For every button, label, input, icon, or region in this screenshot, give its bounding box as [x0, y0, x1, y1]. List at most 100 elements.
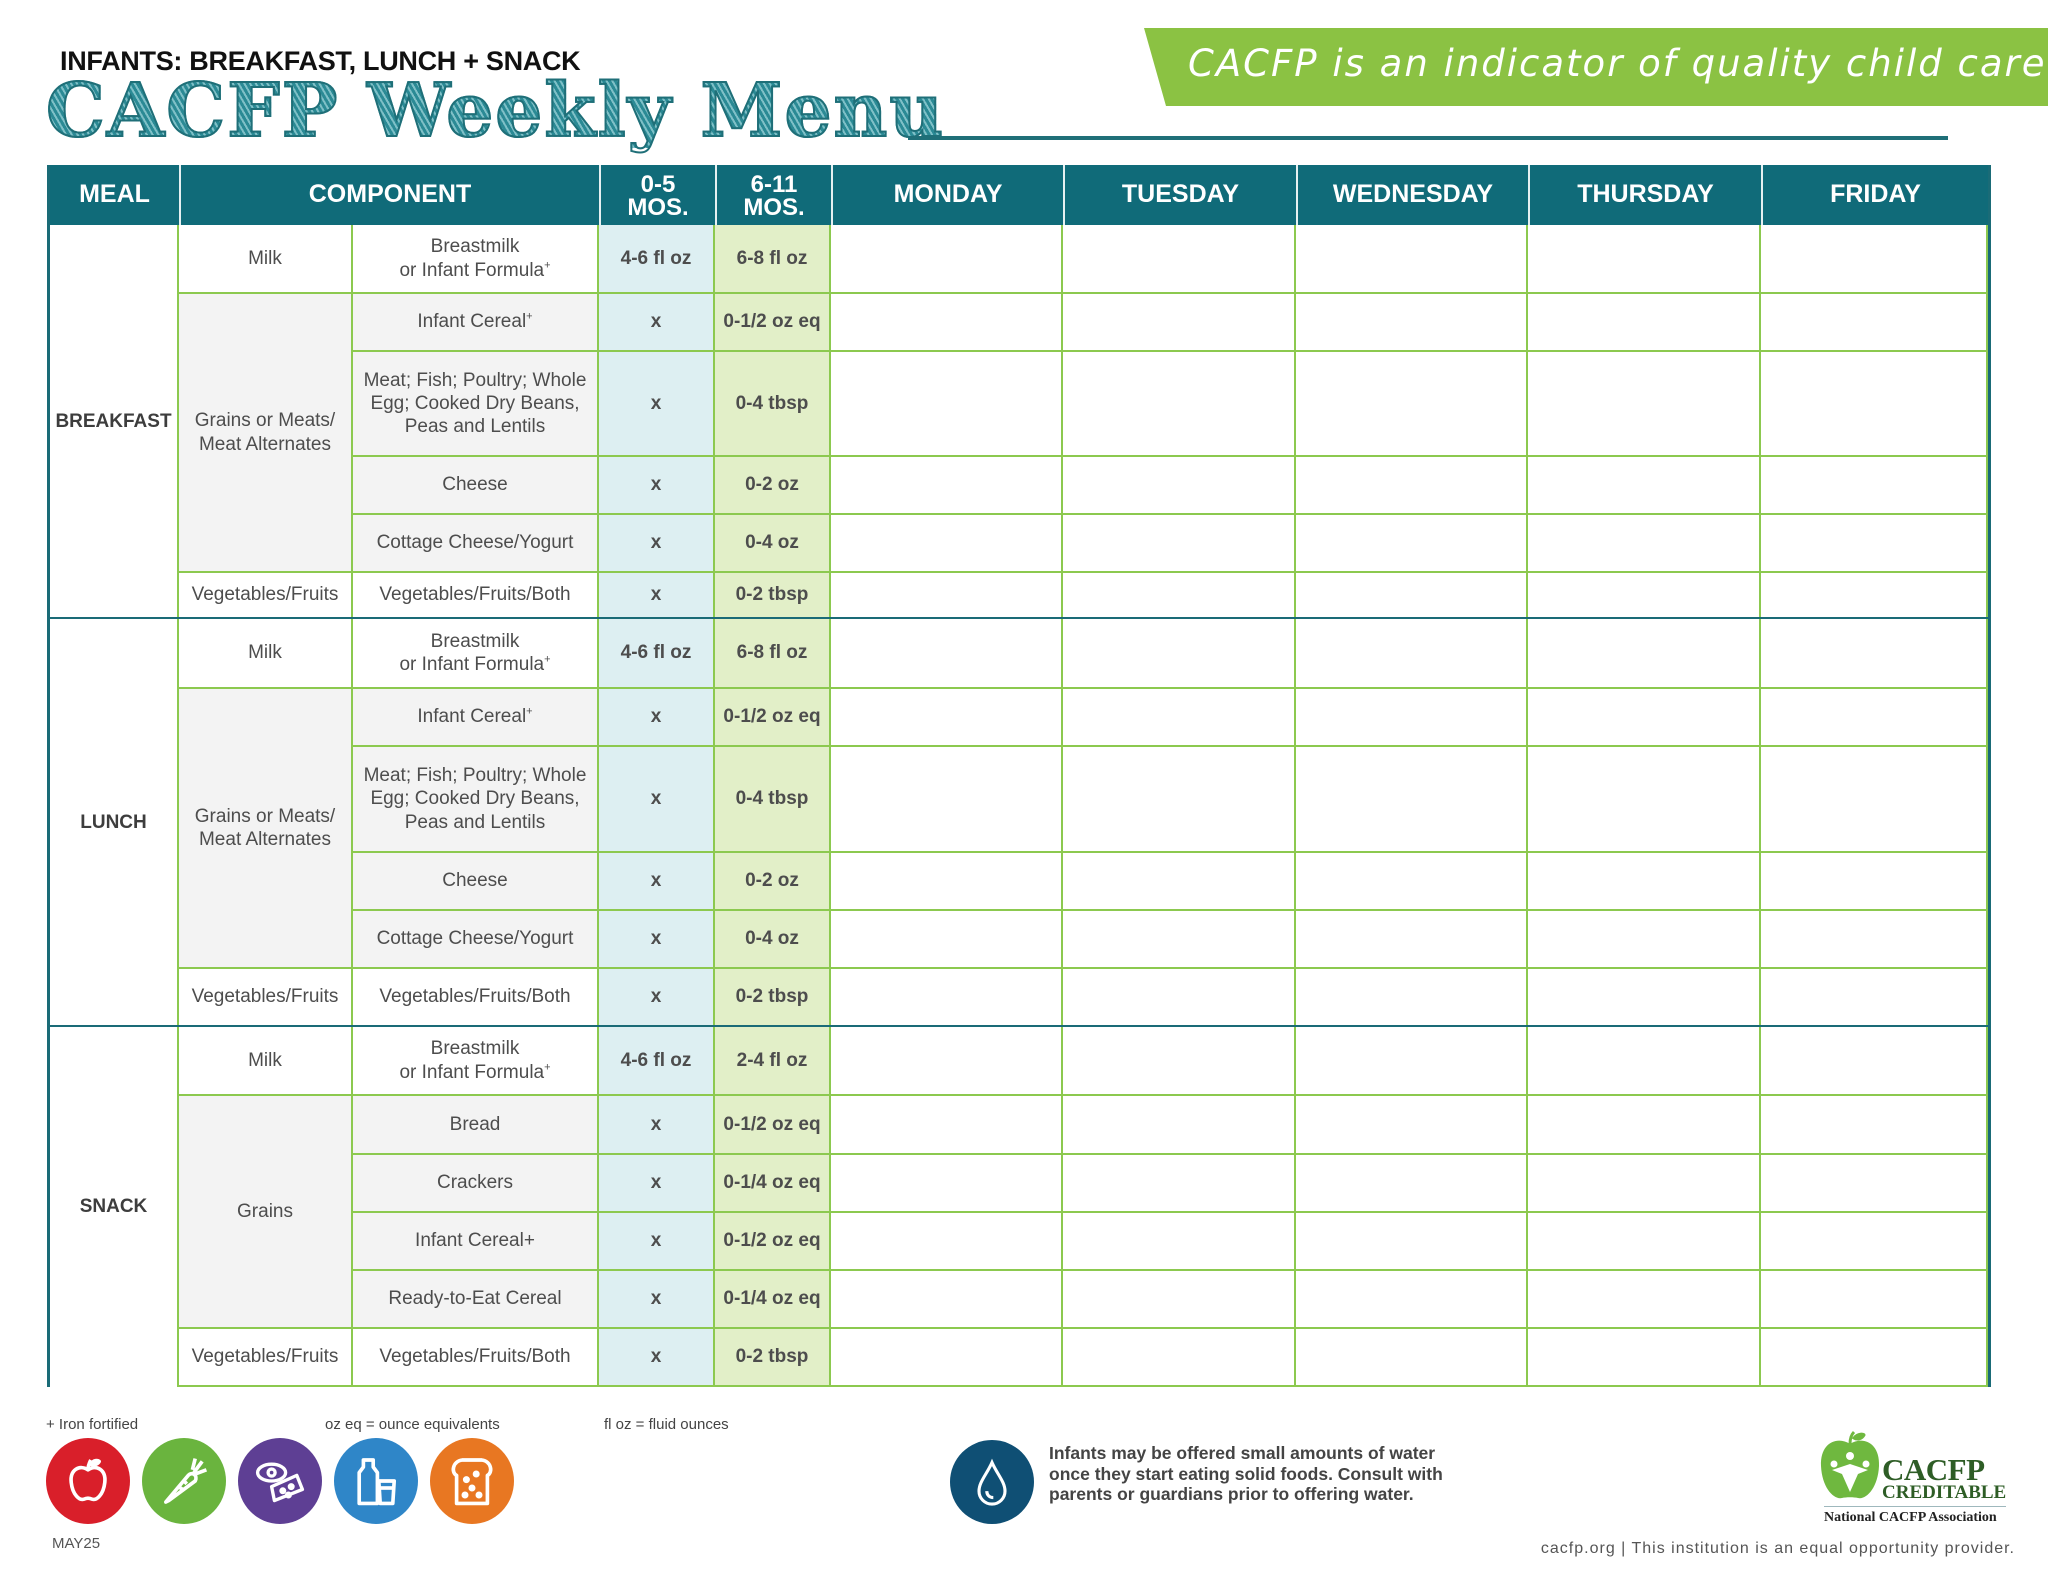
menu-entry-wednesday[interactable] [1296, 619, 1528, 689]
menu-entry-thursday[interactable] [1528, 225, 1761, 294]
menu-entry-monday[interactable] [831, 1271, 1063, 1329]
menu-entry-wednesday[interactable] [1296, 1271, 1528, 1329]
menu-entry-thursday[interactable] [1528, 969, 1761, 1027]
menu-entry-wednesday[interactable] [1296, 352, 1528, 457]
menu-entry-tuesday[interactable] [1063, 294, 1296, 352]
menu-entry-friday[interactable] [1761, 969, 1988, 1027]
serving-0-5-cell: x [599, 1155, 715, 1213]
menu-entry-tuesday[interactable] [1063, 619, 1296, 689]
menu-entry-tuesday[interactable] [1063, 1027, 1296, 1096]
menu-entry-thursday[interactable] [1528, 1027, 1761, 1096]
menu-entry-thursday[interactable] [1528, 1329, 1761, 1387]
menu-entry-wednesday[interactable] [1296, 1027, 1528, 1096]
menu-entry-monday[interactable] [831, 853, 1063, 911]
menu-entry-friday[interactable] [1761, 457, 1988, 515]
menu-entry-friday[interactable] [1761, 1213, 1988, 1271]
menu-entry-monday[interactable] [831, 457, 1063, 515]
menu-entry-tuesday[interactable] [1063, 573, 1296, 619]
menu-entry-thursday[interactable] [1528, 294, 1761, 352]
menu-entry-wednesday[interactable] [1296, 1155, 1528, 1213]
menu-entry-friday[interactable] [1761, 573, 1988, 619]
menu-entry-friday[interactable] [1761, 853, 1988, 911]
menu-entry-monday[interactable] [831, 573, 1063, 619]
component-group-cell: Milk [179, 225, 353, 294]
menu-entry-thursday[interactable] [1528, 1096, 1761, 1155]
menu-entry-wednesday[interactable] [1296, 969, 1528, 1027]
menu-entry-wednesday[interactable] [1296, 1096, 1528, 1155]
menu-entry-thursday[interactable] [1528, 689, 1761, 747]
menu-entry-friday[interactable] [1761, 1155, 1988, 1213]
menu-entry-tuesday[interactable] [1063, 1213, 1296, 1271]
menu-entry-tuesday[interactable] [1063, 457, 1296, 515]
menu-entry-thursday[interactable] [1528, 911, 1761, 969]
menu-entry-tuesday[interactable] [1063, 515, 1296, 573]
menu-entry-monday[interactable] [831, 1155, 1063, 1213]
menu-entry-tuesday[interactable] [1063, 352, 1296, 457]
menu-entry-wednesday[interactable] [1296, 1213, 1528, 1271]
menu-entry-friday[interactable] [1761, 689, 1988, 747]
menu-entry-friday[interactable] [1761, 515, 1988, 573]
menu-entry-monday[interactable] [831, 1213, 1063, 1271]
menu-entry-monday[interactable] [831, 747, 1063, 853]
serving-6-11-cell: 0-2 tbsp [715, 573, 831, 619]
menu-entry-monday[interactable] [831, 1027, 1063, 1096]
menu-entry-friday[interactable] [1761, 747, 1988, 853]
menu-entry-monday[interactable] [831, 969, 1063, 1027]
menu-entry-wednesday[interactable] [1296, 573, 1528, 619]
menu-entry-friday[interactable] [1761, 225, 1988, 294]
menu-entry-thursday[interactable] [1528, 1213, 1761, 1271]
menu-entry-monday[interactable] [831, 1329, 1063, 1387]
menu-entry-monday[interactable] [831, 225, 1063, 294]
menu-entry-thursday[interactable] [1528, 352, 1761, 457]
menu-entry-tuesday[interactable] [1063, 911, 1296, 969]
cacfp-creditable-logo: CACFP CREDITABLE National CACFP Associat… [1818, 1430, 2008, 1532]
menu-entry-monday[interactable] [831, 619, 1063, 689]
menu-entry-wednesday[interactable] [1296, 515, 1528, 573]
menu-entry-tuesday[interactable] [1063, 1155, 1296, 1213]
menu-entry-tuesday[interactable] [1063, 225, 1296, 294]
menu-entry-tuesday[interactable] [1063, 1271, 1296, 1329]
menu-entry-friday[interactable] [1761, 294, 1988, 352]
menu-entry-thursday[interactable] [1528, 457, 1761, 515]
serving-6-11-cell: 0-4 tbsp [715, 352, 831, 457]
menu-entry-monday[interactable] [831, 1096, 1063, 1155]
menu-entry-friday[interactable] [1761, 1329, 1988, 1387]
menu-entry-friday[interactable] [1761, 619, 1988, 689]
menu-entry-friday[interactable] [1761, 1271, 1988, 1329]
menu-entry-wednesday[interactable] [1296, 294, 1528, 352]
menu-entry-thursday[interactable] [1528, 515, 1761, 573]
menu-entry-thursday[interactable] [1528, 1271, 1761, 1329]
menu-entry-thursday[interactable] [1528, 619, 1761, 689]
menu-entry-friday[interactable] [1761, 1096, 1988, 1155]
menu-entry-tuesday[interactable] [1063, 747, 1296, 853]
menu-entry-monday[interactable] [831, 689, 1063, 747]
menu-entry-friday[interactable] [1761, 911, 1988, 969]
menu-entry-friday[interactable] [1761, 352, 1988, 457]
menu-entry-thursday[interactable] [1528, 853, 1761, 911]
serving-0-5-cell: x [599, 457, 715, 515]
serving-6-11: 0-1/4 oz eq [723, 1288, 821, 1310]
menu-entry-wednesday[interactable] [1296, 689, 1528, 747]
menu-entry-wednesday[interactable] [1296, 747, 1528, 853]
menu-entry-wednesday[interactable] [1296, 457, 1528, 515]
menu-entry-monday[interactable] [831, 352, 1063, 457]
menu-entry-thursday[interactable] [1528, 1155, 1761, 1213]
menu-entry-monday[interactable] [831, 911, 1063, 969]
menu-entry-thursday[interactable] [1528, 573, 1761, 619]
menu-entry-tuesday[interactable] [1063, 969, 1296, 1027]
menu-entry-wednesday[interactable] [1296, 911, 1528, 969]
menu-entry-tuesday[interactable] [1063, 689, 1296, 747]
menu-entry-thursday[interactable] [1528, 747, 1761, 853]
menu-entry-tuesday[interactable] [1063, 1096, 1296, 1155]
serving-0-5-cell: x [599, 1271, 715, 1329]
component-item-name: Infant Cereal [417, 706, 527, 728]
menu-entry-tuesday[interactable] [1063, 853, 1296, 911]
menu-entry-wednesday[interactable] [1296, 853, 1528, 911]
menu-entry-tuesday[interactable] [1063, 1329, 1296, 1387]
menu-entry-monday[interactable] [831, 515, 1063, 573]
menu-entry-friday[interactable] [1761, 1027, 1988, 1096]
menu-entry-monday[interactable] [831, 294, 1063, 352]
component-item-text: Vegetables/Fruits/Both [379, 985, 570, 1008]
menu-entry-wednesday[interactable] [1296, 1329, 1528, 1387]
menu-entry-wednesday[interactable] [1296, 225, 1528, 294]
